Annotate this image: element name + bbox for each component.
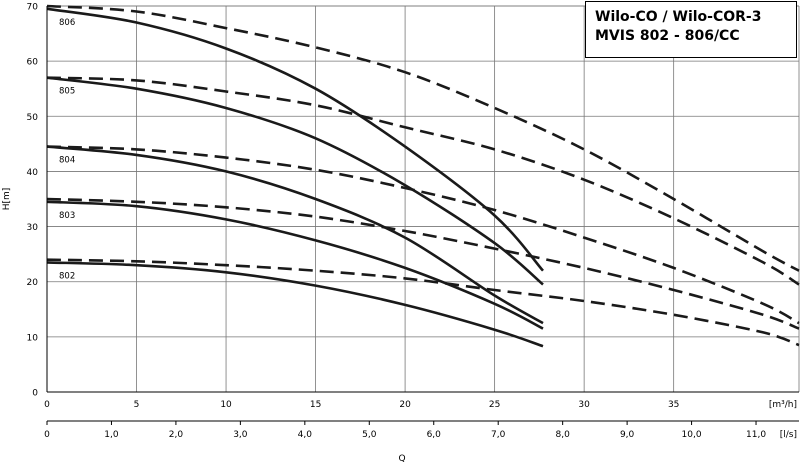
curve-label-803: 803	[59, 211, 75, 221]
x-tick-label-ls: 6,0	[427, 430, 442, 440]
x-unit-m3h: [m³/h]	[769, 400, 797, 410]
y-tick-label: 10	[27, 333, 39, 343]
axes	[46, 6, 799, 425]
curve-label-805: 805	[59, 87, 75, 97]
chart-title-line-2: MVIS 802 - 806/CC	[595, 28, 740, 44]
x-tick-label-m3h: 10	[220, 400, 232, 410]
y-tick-label: 60	[27, 58, 39, 68]
x-tick-label-ls: 2,0	[169, 430, 184, 440]
x-tick-label-ls: 4,0	[298, 430, 313, 440]
grid	[46, 5, 800, 393]
x-tick-label-ls: 5,0	[362, 430, 377, 440]
y-tick-label: 70	[27, 3, 39, 13]
curve-806-dashed	[46, 4, 800, 272]
x-axis-label: Q	[398, 454, 405, 464]
x-tick-label-ls: 9,0	[620, 430, 635, 440]
x-tick-label-ls: 10,0	[682, 430, 702, 440]
axis-labels: 0 10 20 30 40 50 60 70 0 5 10 15 20 25 30 35 0 1,0 2,0 3,0 4…	[2, 3, 797, 464]
x-tick-label-m3h: 5	[134, 400, 140, 410]
x-tick-label-ls: 0	[44, 430, 50, 440]
x-tick-label-ls: 3,0	[233, 430, 248, 440]
curve-802-dashed	[46, 258, 800, 347]
y-tick-label: 30	[27, 223, 39, 233]
pump-curves	[46, 4, 800, 348]
x-tick-label-ls: 11,0	[746, 430, 766, 440]
curve-label-802: 802	[59, 271, 75, 281]
y-tick-label: 20	[27, 278, 39, 288]
x-tick-label-m3h: 0	[44, 400, 50, 410]
curve-806-solid	[46, 7, 544, 272]
curve-label-804: 804	[59, 156, 75, 166]
y-tick-label: 50	[27, 113, 39, 123]
y-axis-label: H[m]	[2, 188, 12, 211]
curve-803-solid	[46, 200, 544, 330]
curve-label-806: 806	[59, 18, 75, 28]
x-tick-label-m3h: 30	[578, 400, 590, 410]
x-tick-label-m3h: 20	[399, 400, 411, 410]
curve-805-solid	[46, 76, 544, 286]
x-tick-label-m3h: 35	[668, 400, 679, 410]
curve-805-dashed	[46, 76, 800, 286]
curve-804-solid	[46, 145, 544, 325]
x-tick-label-m3h: 15	[310, 400, 321, 410]
x-tick-label-ls: 8,0	[555, 430, 570, 440]
x-unit-ls: [l/s]	[780, 430, 797, 440]
y-tick-label: 40	[27, 168, 39, 178]
curve-803-dashed	[46, 197, 800, 330]
x-tick-label-m3h: 25	[489, 400, 500, 410]
curve-802-solid	[46, 261, 544, 348]
y-tick-label: 0	[32, 389, 38, 399]
x-tick-label-ls: 7,0	[491, 430, 506, 440]
chart-title-box: Wilo-CO / Wilo-COR-3 MVIS 802 - 806/CC	[585, 1, 797, 58]
curve-804-dashed	[46, 145, 800, 325]
x-tick-label-ls: 1,0	[104, 430, 119, 440]
chart-title-line-1: Wilo-CO / Wilo-COR-3	[595, 9, 762, 25]
